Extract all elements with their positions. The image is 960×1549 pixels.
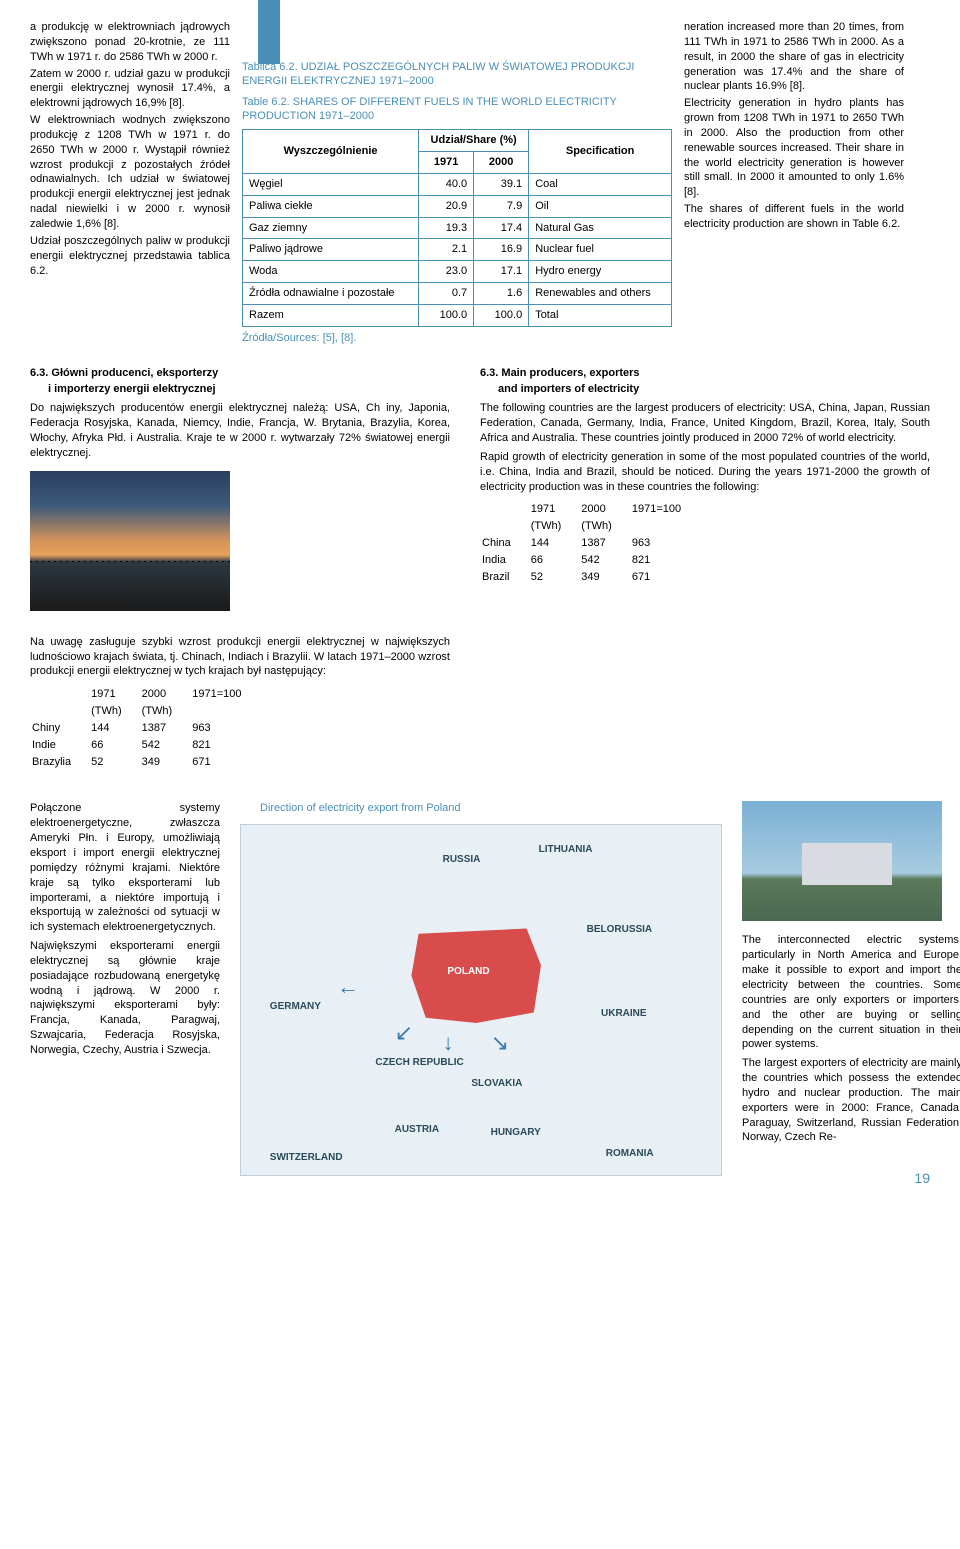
- growth-table-pl: 197120001971=100 (TWh)(TWh)Chiny14413879…: [30, 685, 261, 771]
- th: 2000: [474, 152, 529, 174]
- arrow-icon: ↓: [443, 1028, 454, 1058]
- th: 1971: [419, 152, 474, 174]
- label-belorussia: BELORUSSIA: [587, 923, 653, 937]
- label-switzerland: SWITZERLAND: [270, 1151, 343, 1165]
- th: Udział/Share (%): [419, 130, 529, 152]
- label-romania: ROMANIA: [606, 1147, 654, 1161]
- td: Oil: [529, 195, 672, 217]
- label-ukraine: UKRAINE: [601, 1007, 647, 1021]
- export-map: RUSSIA LITHUANIA BELORUSSIA POLAND GERMA…: [240, 824, 722, 1176]
- td: 39.1: [474, 173, 529, 195]
- td: Gaz ziemny: [243, 217, 419, 239]
- label-slovakia: SLOVAKIA: [471, 1077, 522, 1091]
- para: Największymi eksporterami energii elektr…: [30, 939, 220, 1058]
- td: 7.9: [474, 195, 529, 217]
- td: 40.0: [419, 173, 474, 195]
- label-lithuania: LITHUANIA: [539, 843, 593, 857]
- table-block: Tablica 6.2. UDZIAŁ POSZCZEGÓLNYCH PALIW…: [242, 60, 672, 346]
- td: 0.7: [419, 283, 474, 305]
- para: a produkcję w elektrowniach jądrowych zw…: [30, 20, 230, 65]
- map-block: Direction of electricity export from Pol…: [240, 801, 722, 1176]
- td: Paliwo jądrowe: [243, 239, 419, 261]
- td: Natural Gas: [529, 217, 672, 239]
- th: Wyszczególnienie: [243, 130, 419, 174]
- td: Total: [529, 304, 672, 326]
- td: Hydro energy: [529, 261, 672, 283]
- section-sub: i importerzy energii elektrycznej: [30, 382, 450, 397]
- td: 100.0: [419, 304, 474, 326]
- td: Renewables and others: [529, 283, 672, 305]
- label-poland: POLAND: [447, 965, 489, 979]
- page-number: 19: [914, 1169, 930, 1188]
- td: 2.1: [419, 239, 474, 261]
- para: Rapid growth of electricity generation i…: [480, 450, 930, 495]
- para: The shares of different fuels in the wor…: [684, 202, 904, 232]
- para: The interconnected electric systems, par…: [742, 933, 960, 1052]
- label-hungary: HUNGARY: [491, 1126, 541, 1140]
- td: 100.0: [474, 304, 529, 326]
- label-czech: CZECH REPUBLIC: [375, 1056, 463, 1070]
- td: Woda: [243, 261, 419, 283]
- td: 19.3: [419, 217, 474, 239]
- arrow-icon: ←: [337, 972, 359, 1002]
- plant-photo: [742, 801, 942, 921]
- td: Nuclear fuel: [529, 239, 672, 261]
- growth-table-en: 197120001971=100 (TWh)(TWh)China14413879…: [480, 500, 701, 586]
- td: Węgiel: [243, 173, 419, 195]
- para: Do największych producentów energii elek…: [30, 401, 450, 460]
- mid-right: 6.3. Main producers, exporters and impor…: [480, 366, 930, 611]
- mid-left: 6.3. Główni producenci, eksporterzy i im…: [30, 366, 450, 611]
- table-caption-en: Table 6.2. SHARES OF DIFFERENT FUELS IN …: [242, 95, 672, 124]
- td: 20.9: [419, 195, 474, 217]
- bottom-left: Połączone systemy elektroenergetyczne, z…: [30, 801, 220, 1176]
- td: Razem: [243, 304, 419, 326]
- para: Udział poszczególnych paliw w produkcji …: [30, 234, 230, 279]
- td: Coal: [529, 173, 672, 195]
- table-caption-pl: Tablica 6.2. UDZIAŁ POSZCZEGÓLNYCH PALIW…: [242, 60, 672, 89]
- label-germany: GERMANY: [270, 1000, 321, 1014]
- para: Połączone systemy elektroenergetyczne, z…: [30, 801, 220, 935]
- para: The following countries are the largest …: [480, 401, 930, 446]
- left-column: a produkcję w elektrowniach jądrowych zw…: [30, 20, 230, 346]
- section-head: 6.3. Main producers, exporters: [480, 366, 930, 381]
- label-austria: AUSTRIA: [395, 1123, 439, 1137]
- para: Zatem w 2000 r. udział gazu w produkcji …: [30, 67, 230, 112]
- para: neration increased more than 20 times, f…: [684, 20, 904, 94]
- para: The largest exporters of electricity are…: [742, 1056, 960, 1145]
- para: W elektrowniach wodnych zwiększono produ…: [30, 113, 230, 232]
- bottom-right: The interconnected electric systems, par…: [742, 801, 960, 1176]
- blue-stripe: [258, 0, 280, 64]
- label-russia: RUSSIA: [443, 853, 481, 867]
- td: 17.1: [474, 261, 529, 283]
- map-title: Direction of electricity export from Pol…: [260, 801, 722, 816]
- th: Specification: [529, 130, 672, 174]
- td: 16.9: [474, 239, 529, 261]
- arrow-icon: ↙: [395, 1018, 413, 1048]
- right-column: neration increased more than 20 times, f…: [684, 20, 904, 346]
- td: 17.4: [474, 217, 529, 239]
- fuel-table: Wyszczególnienie Udział/Share (%) Specif…: [242, 129, 672, 327]
- section-head: 6.3. Główni producenci, eksporterzy: [30, 366, 450, 381]
- td: Źródła odnawialne i pozostałe: [243, 283, 419, 305]
- td: 1.6: [474, 283, 529, 305]
- para: Electricity generation in hydro plants h…: [684, 96, 904, 200]
- sunset-photo: [30, 471, 230, 611]
- section-sub: and importers of electricity: [480, 382, 930, 397]
- td: 23.0: [419, 261, 474, 283]
- td: Paliwa ciekłe: [243, 195, 419, 217]
- table-source: Źródła/Sources: [5], [8].: [242, 331, 672, 346]
- para: Na uwagę zasługuje szybki wzrost produkc…: [30, 635, 450, 680]
- arrow-icon: ↘: [491, 1028, 509, 1058]
